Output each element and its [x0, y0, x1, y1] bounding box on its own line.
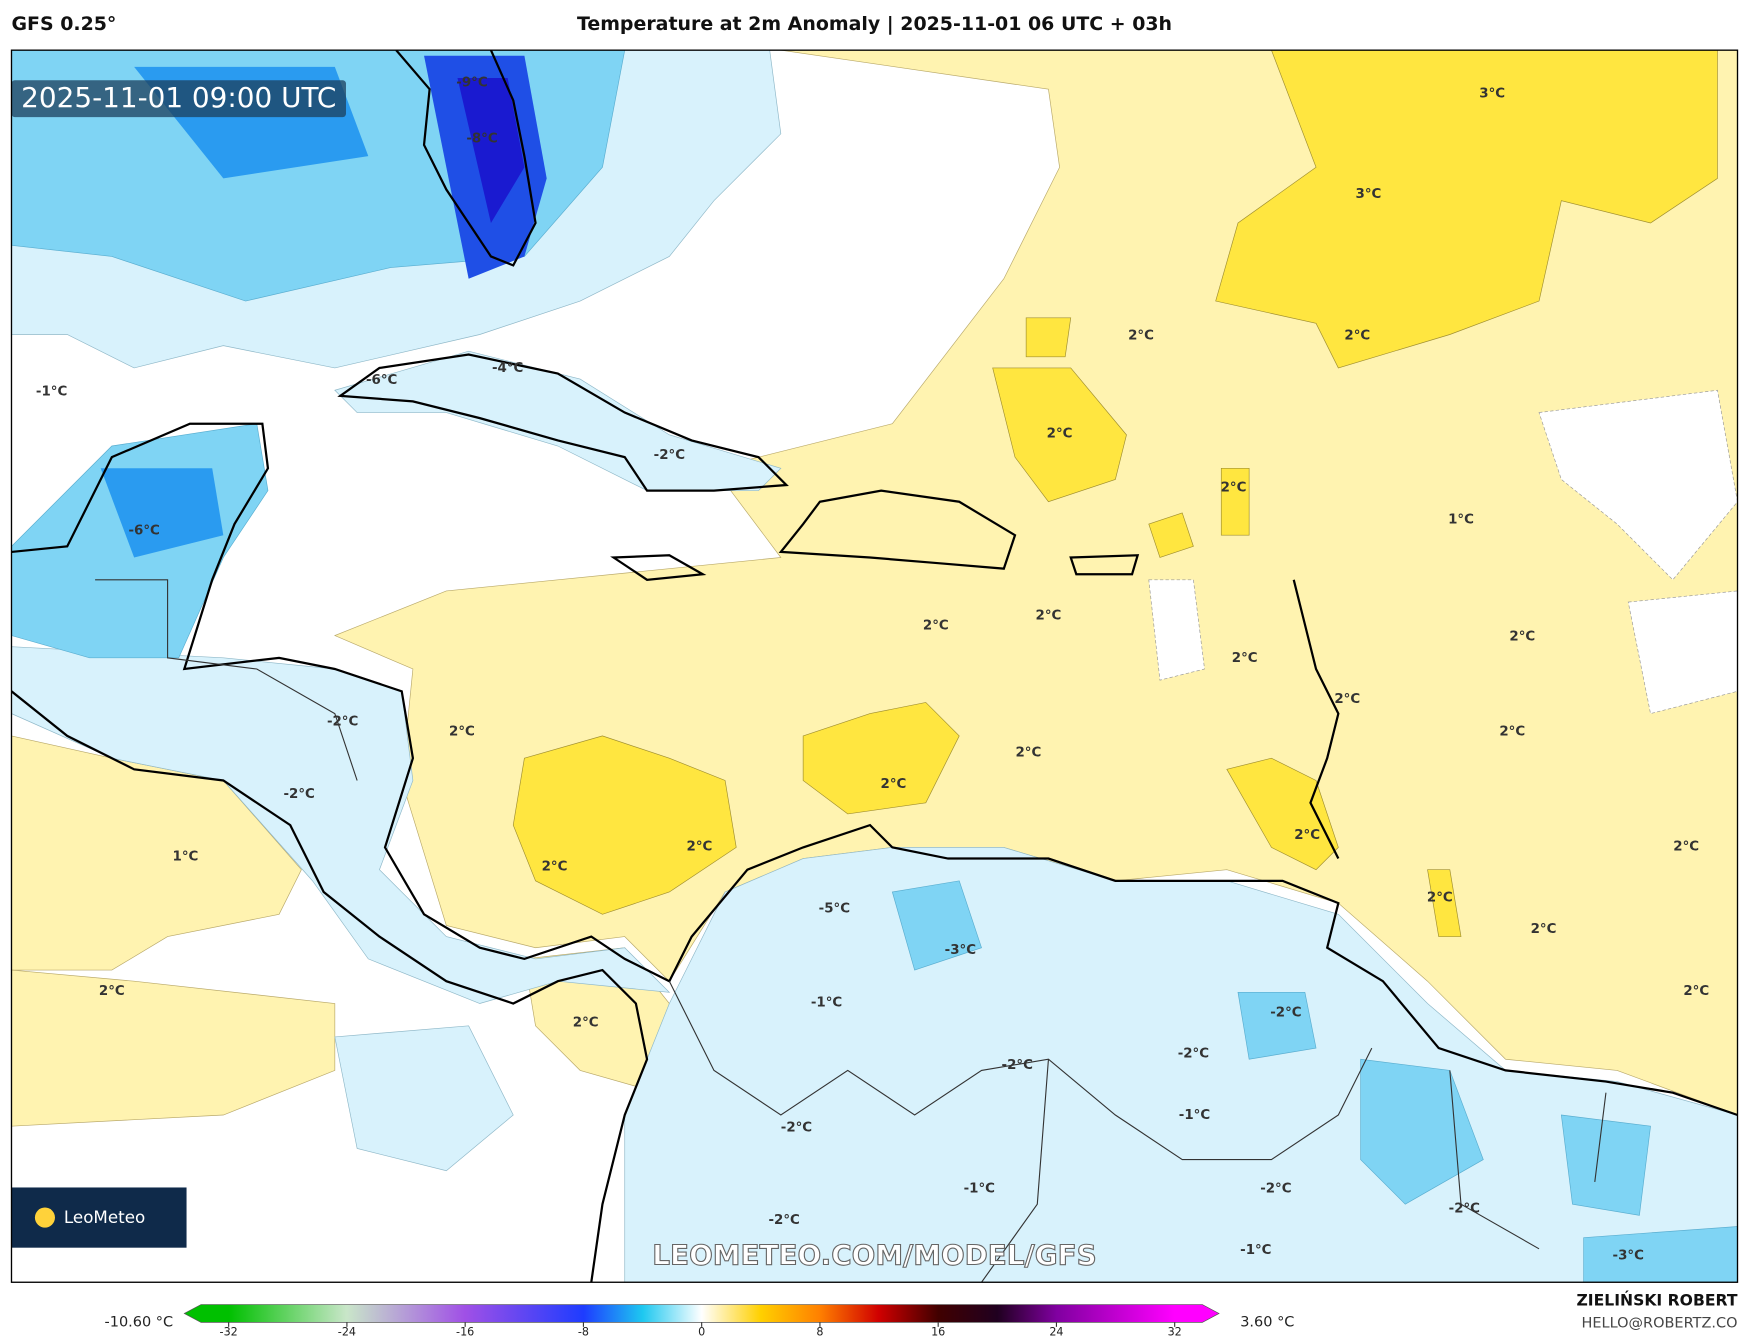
contour-labels: -9°C -8°C 3°C 3°C 2°C 2°C -1°C -6°C -4°C 2°C -2°C 2… — [36, 76, 1709, 1264]
contour-label: 2°C — [449, 724, 475, 739]
colorbar-tick-label: 24 — [1049, 1325, 1063, 1338]
contour-label: 2°C — [1221, 480, 1247, 495]
contour-label: 2°C — [1232, 651, 1258, 666]
contour-label: 2°C — [881, 777, 907, 792]
contour-label: 2°C — [1427, 891, 1453, 906]
contour-label: 2°C — [923, 619, 949, 634]
contour-label: 3°C — [1479, 87, 1505, 102]
timestamp-box — [11, 80, 346, 118]
contour-label: -2°C — [1449, 1202, 1480, 1217]
contour-label: -2°C — [327, 714, 358, 729]
country-borders — [95, 579, 1607, 1283]
contour-label: -4°C — [492, 361, 523, 376]
contour-label: -3°C — [1613, 1248, 1644, 1263]
neutral-area — [1148, 389, 1738, 715]
contour-label: 2°C — [1294, 828, 1320, 843]
warm-core — [512, 50, 1718, 937]
map: -9°C -8°C 3°C 3°C 2°C 2°C -1°C -6°C -4°C 2°C -2°C 2… — [11, 50, 1738, 1283]
contour-label: 2°C — [1531, 922, 1557, 937]
colorbar-tick-label: -16 — [456, 1325, 474, 1338]
contour-label: -2°C — [1270, 1005, 1301, 1020]
model-name: GFS 0.25° — [11, 13, 116, 35]
contour-label: -6°C — [128, 524, 159, 539]
contour-label: 3°C — [1356, 187, 1382, 202]
contour-label: 2°C — [1128, 329, 1154, 344]
logo-text: LeoMeteo — [64, 1207, 145, 1227]
contour-label: 2°C — [542, 859, 568, 874]
contour-label: -2°C — [768, 1213, 799, 1228]
author-name: ZIELIŃSKI ROBERT — [1576, 1291, 1737, 1310]
map-frame — [10, 49, 1739, 1283]
colorbar-tick-label: -32 — [220, 1325, 238, 1338]
contour-label: -2°C — [781, 1120, 812, 1135]
contour-label: -1°C — [1240, 1243, 1271, 1258]
author-email: HELLO@ROBERTZ.CO — [1581, 1316, 1737, 1332]
contour-label: 2°C — [99, 984, 125, 999]
contour-label: -2°C — [1002, 1058, 1033, 1073]
contour-label: -9°C — [456, 76, 487, 91]
contour-label: -2°C — [654, 448, 685, 463]
contour-label: 2°C — [1673, 839, 1699, 854]
contour-label: 2°C — [1499, 724, 1525, 739]
colorbar-scale — [183, 1304, 1220, 1323]
contour-label: 2°C — [1683, 984, 1709, 999]
contour-label: 2°C — [1509, 630, 1535, 645]
contour-label: 2°C — [1334, 692, 1360, 707]
watermark: LEOMETEO.COM/MODEL/GFS — [652, 1239, 1096, 1272]
colorbar-tick-label: 16 — [931, 1325, 945, 1338]
contour-label: 1°C — [1448, 513, 1474, 528]
contour-label: -1°C — [964, 1182, 995, 1197]
colorbar-tick-label: 0 — [698, 1325, 705, 1338]
contour-label: -5°C — [819, 902, 850, 917]
contour-label: 2°C — [1047, 427, 1073, 442]
colorbar-tick-label: 8 — [816, 1325, 823, 1338]
contour-label: -1°C — [1179, 1108, 1210, 1123]
contour-label: 2°C — [1344, 329, 1370, 344]
contour-label: -2°C — [1178, 1047, 1209, 1062]
contour-label: -1°C — [811, 995, 842, 1010]
map-title: Temperature at 2m Anomaly | 2025-11-01 0… — [577, 13, 1172, 35]
contour-label: -6°C — [366, 373, 397, 388]
contour-label: -3°C — [945, 943, 976, 958]
logo-sun — [34, 1207, 55, 1228]
contour-label: -1°C — [36, 384, 67, 399]
colorbar-tick-label: -24 — [338, 1325, 356, 1338]
colorbar-min: -10.60 °C — [105, 1314, 174, 1330]
timestamp: 2025-11-01 09:00 UTC — [21, 81, 336, 114]
contour-label: 2°C — [573, 1015, 599, 1030]
colorbar-tick-label: 32 — [1168, 1325, 1182, 1338]
coastline — [11, 50, 1738, 1283]
colorbar-tick-label: -8 — [578, 1325, 589, 1338]
colorbar-max: 3.60 °C — [1240, 1314, 1294, 1330]
colorbar: -10.60 °C 3.60 °C -32 -24 -16 -8 0 8 16 24 32 — [105, 1304, 1294, 1338]
contour-label: -2°C — [283, 787, 314, 802]
contour-label: 2°C — [687, 839, 713, 854]
contour-label: -2°C — [1260, 1182, 1291, 1197]
contour-label: 1°C — [173, 849, 199, 864]
contour-label: 2°C — [1036, 608, 1062, 623]
contour-label: 2°C — [1015, 746, 1041, 761]
contour-label: -8°C — [466, 131, 497, 146]
